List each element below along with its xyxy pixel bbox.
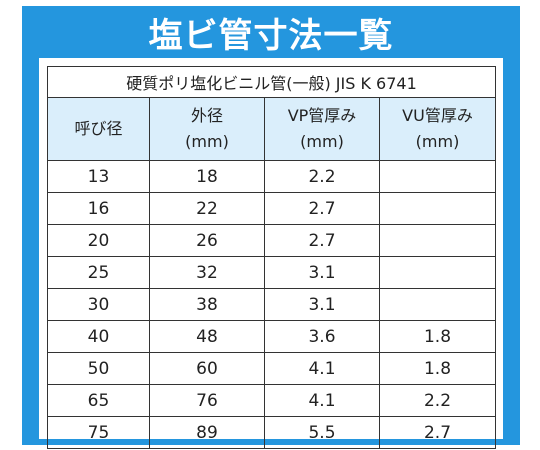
cell-nominal-size: 13 xyxy=(47,160,150,193)
cell-vu-thickness xyxy=(379,224,496,257)
cell-outer-diameter: 32 xyxy=(149,256,265,289)
cell-vp-thickness: 2.7 xyxy=(264,192,380,225)
cell-vu-thickness xyxy=(379,192,496,225)
header-vp-thickness-unit: (mm) xyxy=(300,132,344,151)
cell-nominal-size: 65 xyxy=(47,384,150,417)
header-nominal-size-label: 呼び径 xyxy=(74,119,123,138)
table-row: 40 48 3.6 1.8 xyxy=(47,320,496,353)
cell-outer-diameter: 22 xyxy=(149,192,265,225)
cell-vu-thickness: 1.8 xyxy=(379,352,496,385)
table-row: 30 38 3.1 xyxy=(47,288,496,321)
cell-vp-thickness: 2.7 xyxy=(264,224,380,257)
table-header-row: 呼び径 外径 (mm) VP管厚み (mm) VU管厚み (mm) xyxy=(47,97,496,161)
page-title: 塩ビ管寸法一覧 xyxy=(148,15,394,56)
cell-outer-diameter: 76 xyxy=(149,384,265,417)
table-row: 50 60 4.1 1.8 xyxy=(47,352,496,385)
header-outer-diameter-label: 外径 xyxy=(190,106,223,125)
cell-vp-thickness: 5.5 xyxy=(264,416,380,449)
cell-vu-thickness xyxy=(379,160,496,193)
cell-outer-diameter: 48 xyxy=(149,320,265,353)
header-nominal-size: 呼び径 xyxy=(47,97,150,161)
cell-vu-thickness xyxy=(379,288,496,321)
table-row: 13 18 2.2 xyxy=(47,160,496,193)
table-row: 65 76 4.1 2.2 xyxy=(47,384,496,417)
cell-vp-thickness: 3.6 xyxy=(264,320,380,353)
header-outer-diameter-unit: (mm) xyxy=(185,132,229,151)
table-panel: 硬質ポリ塩化ビニル管(一般) JIS K 6741 呼び径 外径 (mm) VP… xyxy=(39,58,503,449)
cell-nominal-size: 40 xyxy=(47,320,150,353)
cell-vu-thickness: 2.2 xyxy=(379,384,496,417)
cell-outer-diameter: 26 xyxy=(149,224,265,257)
table-row: 20 26 2.7 xyxy=(47,224,496,257)
title-frame: 塩ビ管寸法一覧 硬質ポリ塩化ビニル管(一般) JIS K 6741 呼び径 外径… xyxy=(22,6,520,449)
header-vu-thickness-unit: (mm) xyxy=(415,132,460,151)
cell-outer-diameter: 18 xyxy=(149,160,265,193)
header-vu-thickness: VU管厚み (mm) xyxy=(379,97,496,161)
table-row: 75 89 5.5 2.7 xyxy=(47,416,496,449)
cell-nominal-size: 25 xyxy=(47,256,150,289)
pipe-dimension-table: 硬質ポリ塩化ビニル管(一般) JIS K 6741 呼び径 外径 (mm) VP… xyxy=(47,66,496,449)
cell-vu-thickness: 2.7 xyxy=(379,416,496,449)
table-caption: 硬質ポリ塩化ビニル管(一般) JIS K 6741 xyxy=(47,66,496,98)
cell-outer-diameter: 89 xyxy=(149,416,265,449)
table-caption-row: 硬質ポリ塩化ビニル管(一般) JIS K 6741 xyxy=(47,66,496,98)
header-outer-diameter: 外径 (mm) xyxy=(149,97,265,161)
table-row: 16 22 2.7 xyxy=(47,192,496,225)
table-row: 25 32 3.1 xyxy=(47,256,496,289)
cell-vp-thickness: 3.1 xyxy=(264,288,380,321)
cell-vp-thickness: 2.2 xyxy=(264,160,380,193)
cell-vu-thickness: 1.8 xyxy=(379,320,496,353)
cell-nominal-size: 30 xyxy=(47,288,150,321)
header-vp-thickness: VP管厚み (mm) xyxy=(264,97,380,161)
cell-vp-thickness: 4.1 xyxy=(264,384,380,417)
cell-vu-thickness xyxy=(379,256,496,289)
header-vu-thickness-label: VU管厚み xyxy=(402,106,473,125)
cell-nominal-size: 75 xyxy=(47,416,150,449)
cell-nominal-size: 50 xyxy=(47,352,150,385)
cell-vp-thickness: 3.1 xyxy=(264,256,380,289)
header-vp-thickness-label: VP管厚み xyxy=(287,106,357,125)
cell-outer-diameter: 60 xyxy=(149,352,265,385)
cell-vp-thickness: 4.1 xyxy=(264,352,380,385)
cell-nominal-size: 16 xyxy=(47,192,150,225)
cell-nominal-size: 20 xyxy=(47,224,150,257)
cell-outer-diameter: 38 xyxy=(149,288,265,321)
